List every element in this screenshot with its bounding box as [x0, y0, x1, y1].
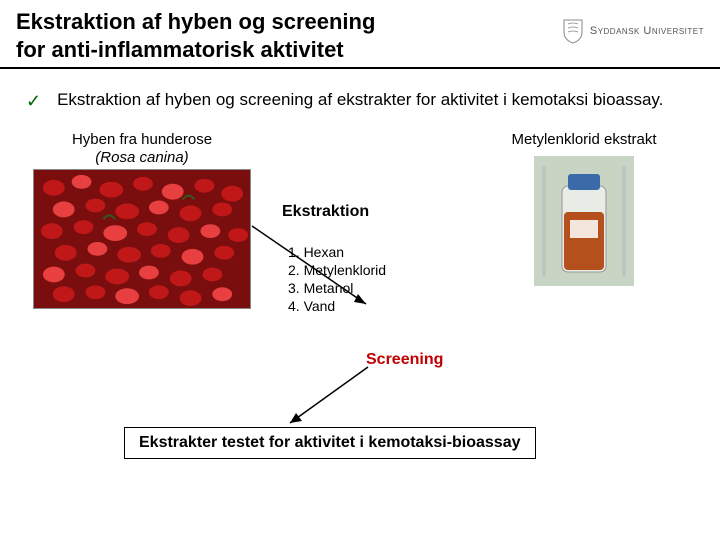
screening-label: Screening — [366, 351, 443, 369]
result-box: Ekstrakter testet for aktivitet i kemota… — [124, 427, 536, 459]
solvent-item: 1. Hexan — [288, 243, 386, 261]
arrow-screening-icon — [282, 363, 372, 433]
solvent-item: 3. Metanol — [288, 279, 386, 297]
extract-label: Metylenklorid ekstrakt — [494, 131, 674, 148]
solvent-item: 2. Metylenklorid — [288, 261, 386, 279]
slide-header: Ekstraktion af hyben og screening for an… — [0, 0, 720, 69]
hyben-block: Hyben fra hunderose (Rosa canina) — [32, 131, 252, 314]
extract-image — [534, 156, 634, 286]
university-logo: Syddansk Universitet — [562, 18, 704, 44]
ekstraktion-label: Ekstraktion — [282, 203, 369, 221]
solvent-list: 1. Hexan 2. Metylenklorid 3. Metanol 4. … — [288, 243, 386, 316]
title-line-2: for anti-inflammatorisk aktivitet — [16, 37, 344, 62]
bullet-text: Ekstraktion af hyben og screening af eks… — [57, 89, 663, 111]
hyben-label: Hyben fra hunderose (Rosa canina) — [32, 131, 252, 167]
title-line-1: Ekstraktion af hyben og screening — [16, 9, 375, 34]
process-diagram: Hyben fra hunderose (Rosa canina) — [26, 131, 694, 471]
slide-title: Ekstraktion af hyben og screening for an… — [16, 8, 375, 63]
hyben-label-line2: (Rosa canina) — [95, 149, 188, 166]
hyben-label-line1: Hyben fra hunderose — [72, 131, 212, 148]
solvent-item: 4. Vand — [288, 297, 386, 315]
logo-text: Syddansk Universitet — [590, 25, 704, 37]
hyben-image — [33, 169, 251, 309]
result-text: Ekstrakter testet for aktivitet i kemota… — [139, 434, 521, 451]
extract-block: Metylenklorid ekstrakt — [494, 131, 674, 291]
logo-emblem-icon — [562, 18, 584, 44]
bullet-row: ✓ Ekstraktion af hyben og screening af e… — [26, 89, 694, 113]
checkmark-icon: ✓ — [26, 91, 41, 113]
slide-content: ✓ Ekstraktion af hyben og screening af e… — [0, 69, 720, 471]
